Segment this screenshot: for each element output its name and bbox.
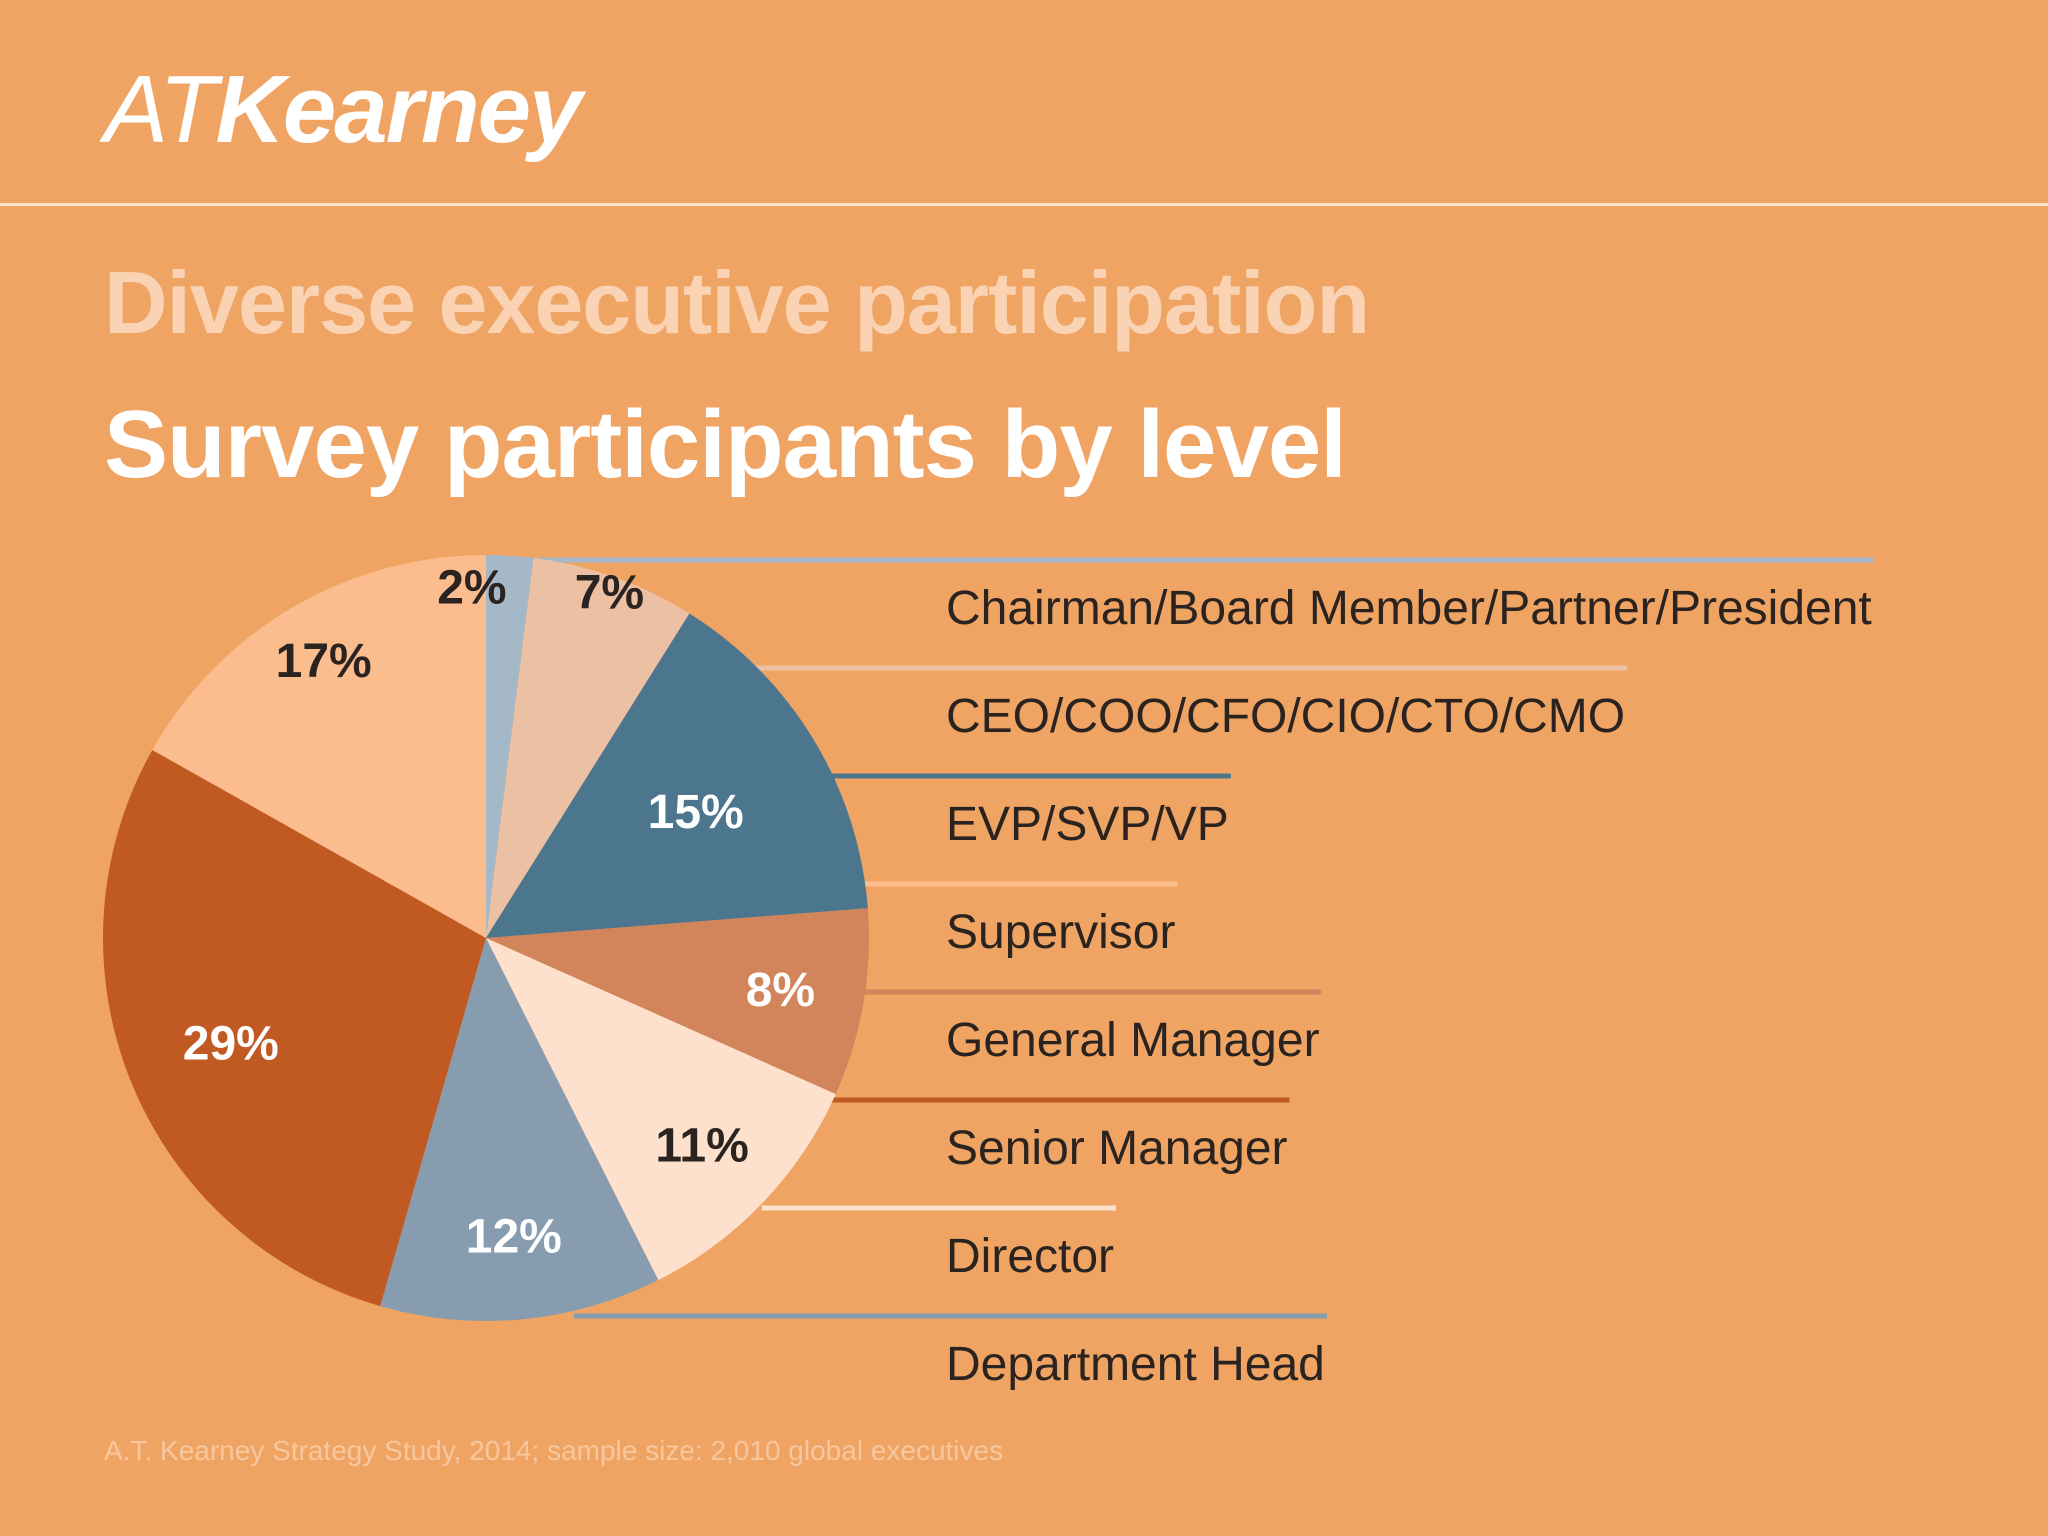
slice-value-labels: 2% 7% 15% 8% 11% 12% 29% 17% — [183, 561, 815, 1263]
logo-name: Kearney — [215, 56, 583, 163]
pie-slice-director — [486, 938, 836, 1281]
pie-slice-ceo-coo-cfo-cio-cto-cmo — [486, 557, 690, 938]
page-subtitle: Diverse executive participation — [104, 253, 1370, 352]
legend-label-senior-manager: Senior Manager — [946, 1122, 1288, 1175]
brand-logo: ATKearney — [104, 62, 582, 158]
legend-label-department-head: Department Head — [946, 1338, 1325, 1391]
slice-label-department-head: 12% — [466, 1210, 562, 1263]
slice-label-senior-manager: 29% — [183, 1018, 279, 1071]
legend: Chairman/Board Member/Partner/President C… — [946, 582, 1872, 1391]
header-divider — [0, 203, 2048, 206]
slice-label-director: 11% — [655, 1119, 748, 1172]
pie-slice-general-manager — [486, 908, 869, 1095]
logo-prefix: AT — [104, 56, 218, 163]
slice-label-general-manager: 8% — [746, 964, 815, 1017]
source-note: A.T. Kearney Strategy Study, 2014; sampl… — [104, 1435, 1004, 1466]
slice-label-ceo-coo-cfo-cio-cto-cmo: 7% — [575, 567, 644, 620]
legend-label-director: Director — [946, 1230, 1114, 1283]
legend-label-supervisor: Supervisor — [946, 906, 1175, 959]
pie-slice-senior-manager — [102, 749, 487, 1307]
legend-label-evp-svp-vp: EVP/SVP/VP — [946, 798, 1229, 851]
pie-slice-chairman-board-member-partner-president — [486, 555, 534, 938]
page-title: Survey participants by level — [104, 391, 1347, 498]
pie-slice-evp-svp-vp — [486, 613, 868, 938]
slice-label-supervisor: 17% — [276, 635, 372, 688]
leader-lines — [290, 557, 1874, 1319]
legend-label-ceo-coo-cfo-cio-cto-cmo: CEO/COO/CFO/CIO/CTO/CMO — [946, 690, 1625, 743]
legend-label-general-manager: General Manager — [946, 1014, 1320, 1067]
legend-label-chairman-board-member-partner-president: Chairman/Board Member/Partner/President — [946, 582, 1872, 635]
slice-label-chairman-board-member-partner-president: 2% — [437, 561, 506, 614]
pie-slice-supervisor — [152, 555, 486, 938]
slice-label-evp-svp-vp: 15% — [648, 786, 744, 839]
pie-slice-department-head — [380, 938, 659, 1321]
pie-slices — [102, 555, 869, 1321]
